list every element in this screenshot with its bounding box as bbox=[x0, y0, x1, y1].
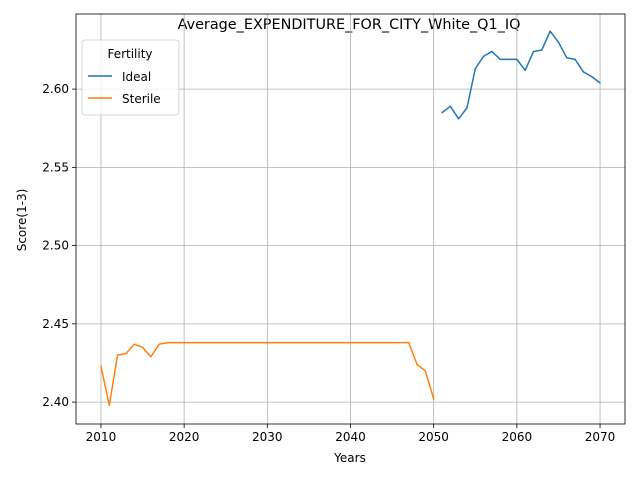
data-point-ideal bbox=[457, 118, 460, 120]
data-point-sterile bbox=[333, 341, 335, 344]
data-point-sterile bbox=[200, 341, 202, 344]
y-tick-label: 2.40 bbox=[42, 395, 69, 409]
data-point-sterile bbox=[241, 341, 244, 344]
data-point-ideal bbox=[541, 49, 543, 51]
data-point-ideal bbox=[574, 58, 576, 61]
y-tick-label: 2.60 bbox=[42, 82, 69, 96]
data-point-sterile bbox=[108, 404, 111, 406]
data-point-ideal bbox=[449, 105, 452, 108]
data-point-sterile bbox=[116, 354, 119, 356]
data-point-sterile bbox=[299, 341, 302, 344]
data-point-sterile bbox=[349, 341, 352, 344]
chart-title: Average_EXPENDITURE_FOR_CITY_White_Q1_IQ bbox=[178, 17, 521, 33]
x-tick-label: 2020 bbox=[169, 430, 200, 444]
data-point-sterile bbox=[100, 365, 102, 367]
data-point-sterile bbox=[183, 341, 185, 344]
data-point-ideal bbox=[582, 71, 585, 73]
legend: Fertility Ideal Sterile bbox=[81, 39, 180, 116]
data-point-ideal bbox=[441, 111, 443, 114]
data-point-sterile bbox=[324, 341, 327, 344]
grid-lines bbox=[76, 14, 625, 424]
series-lines bbox=[100, 30, 601, 406]
data-point-sterile bbox=[125, 352, 127, 355]
y-axis-label: Score(1-3) bbox=[15, 189, 29, 252]
data-point-ideal bbox=[507, 58, 510, 61]
data-point-sterile bbox=[341, 341, 343, 344]
data-point-sterile bbox=[416, 363, 418, 366]
x-tick-label: 2070 bbox=[585, 430, 616, 444]
x-axis-label: Years bbox=[333, 451, 366, 465]
data-point-ideal bbox=[599, 82, 601, 84]
x-tick-label: 2040 bbox=[335, 430, 366, 444]
y-tick-label: 2.55 bbox=[42, 160, 69, 174]
y-tick-label: 2.45 bbox=[42, 317, 69, 331]
data-point-sterile bbox=[407, 341, 410, 344]
data-point-ideal bbox=[499, 58, 501, 61]
data-point-sterile bbox=[249, 341, 252, 344]
data-point-ideal bbox=[549, 30, 551, 32]
x-tick-label: 2030 bbox=[252, 430, 283, 444]
data-point-ideal bbox=[566, 57, 568, 59]
data-point-sterile bbox=[391, 341, 393, 344]
data-point-sterile bbox=[432, 398, 435, 400]
data-point-ideal bbox=[466, 107, 468, 109]
data-point-ideal bbox=[590, 75, 593, 78]
legend-label-sterile: Sterile bbox=[122, 92, 161, 106]
data-point-sterile bbox=[224, 341, 227, 344]
legend-title: Fertility bbox=[107, 47, 152, 61]
data-point-sterile bbox=[258, 341, 260, 344]
y-tick-label: 2.50 bbox=[42, 239, 69, 253]
data-point-sterile bbox=[308, 341, 310, 344]
x-tick-label: 2060 bbox=[502, 430, 533, 444]
data-point-sterile bbox=[291, 341, 294, 344]
data-point-sterile bbox=[399, 341, 402, 344]
data-point-sterile bbox=[316, 341, 318, 344]
axis-ticks: 2010 2020 2030 2040 2050 2060 2070 2.40 2.45 2.50… bbox=[42, 82, 615, 444]
data-point-sterile bbox=[233, 341, 235, 344]
data-point-sterile bbox=[283, 341, 285, 344]
data-point-sterile bbox=[141, 346, 144, 349]
data-point-sterile bbox=[383, 341, 385, 344]
data-point-sterile bbox=[358, 341, 360, 344]
x-tick-label: 2050 bbox=[418, 430, 449, 444]
data-point-ideal bbox=[532, 50, 535, 53]
legend-label-ideal: Ideal bbox=[122, 70, 151, 84]
data-point-sterile bbox=[158, 343, 160, 345]
data-point-sterile bbox=[175, 341, 177, 344]
data-point-ideal bbox=[474, 68, 477, 70]
data-point-ideal bbox=[482, 55, 485, 58]
data-point-sterile bbox=[374, 341, 377, 344]
data-point-sterile bbox=[166, 341, 169, 344]
data-point-ideal bbox=[524, 69, 526, 72]
series-line-ideal bbox=[441, 30, 601, 120]
data-point-ideal bbox=[516, 58, 518, 61]
data-point-sterile bbox=[208, 341, 210, 344]
data-point-sterile bbox=[216, 341, 219, 344]
legend-box bbox=[81, 39, 180, 116]
data-point-sterile bbox=[133, 343, 135, 345]
x-tick-label: 2010 bbox=[86, 430, 117, 444]
data-point-ideal bbox=[557, 41, 560, 43]
data-point-sterile bbox=[266, 341, 269, 344]
data-point-sterile bbox=[366, 341, 368, 344]
data-point-sterile bbox=[274, 341, 277, 344]
data-point-ideal bbox=[491, 50, 493, 53]
data-point-sterile bbox=[191, 341, 194, 344]
data-point-sterile bbox=[150, 355, 152, 358]
data-point-sterile bbox=[424, 370, 427, 372]
